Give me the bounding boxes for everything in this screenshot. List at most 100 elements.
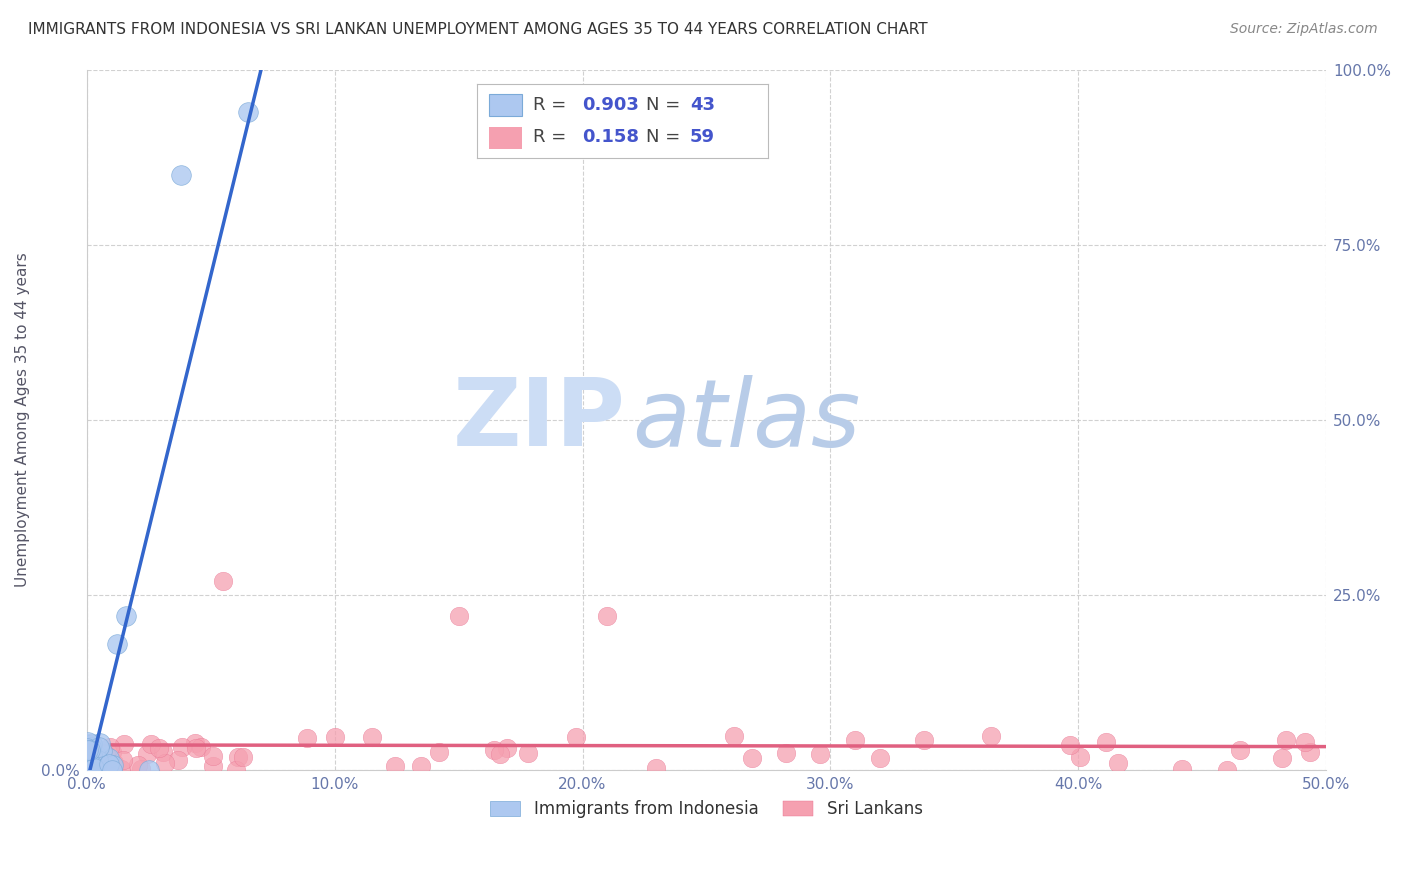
Point: [844, 732, 866, 747]
Point: [183, 736, 205, 750]
Text: Source: ZipAtlas.com: Source: ZipAtlas.com: [1230, 22, 1378, 37]
Point: [76, 740, 98, 755]
Point: [101, 763, 124, 777]
Point: [77, 741, 100, 756]
Point: [76, 756, 98, 770]
Point: [644, 761, 666, 775]
Point: [1294, 735, 1316, 749]
Point: [427, 745, 450, 759]
Point: [360, 730, 382, 744]
Point: [565, 730, 588, 744]
Point: [170, 740, 193, 755]
Point: [86, 759, 108, 773]
Point: [138, 763, 160, 777]
Point: [79, 744, 101, 758]
Point: [1107, 756, 1129, 771]
Point: [1094, 735, 1116, 749]
Point: [97, 757, 120, 772]
Point: [80, 739, 103, 754]
Point: [148, 740, 170, 755]
Point: [1229, 743, 1251, 757]
Point: [869, 750, 891, 764]
Point: [1216, 763, 1239, 777]
Point: [139, 737, 162, 751]
Point: [980, 730, 1002, 744]
Point: [136, 747, 159, 761]
Point: [83, 761, 105, 775]
Point: [79, 743, 101, 757]
Point: [190, 740, 212, 755]
Point: [447, 609, 470, 624]
Point: [77, 737, 100, 751]
Point: [384, 759, 406, 773]
Point: [79, 746, 101, 760]
Point: [103, 756, 125, 770]
Point: [232, 750, 254, 764]
Point: [87, 753, 110, 767]
Point: [101, 745, 124, 759]
Point: [409, 759, 432, 773]
Text: ZIP: ZIP: [453, 374, 626, 466]
Point: [76, 742, 98, 756]
Point: [1059, 739, 1081, 753]
Point: [89, 736, 111, 750]
Point: [76, 747, 98, 762]
Y-axis label: Unemployment Among Ages 35 to 44 years: Unemployment Among Ages 35 to 44 years: [15, 252, 30, 588]
Point: [1170, 762, 1192, 776]
Point: [98, 750, 121, 764]
Point: [79, 756, 101, 770]
Point: [77, 762, 100, 776]
Point: [596, 609, 619, 624]
Point: [488, 747, 510, 762]
Point: [105, 637, 128, 651]
Legend: Immigrants from Indonesia, Sri Lankans: Immigrants from Indonesia, Sri Lankans: [484, 793, 929, 825]
Point: [112, 753, 135, 767]
Point: [77, 738, 100, 752]
Point: [236, 105, 259, 120]
Point: [482, 742, 505, 756]
Point: [517, 746, 540, 760]
Point: [83, 749, 105, 764]
Point: [741, 751, 763, 765]
Point: [153, 756, 176, 771]
Point: [127, 757, 149, 772]
Point: [131, 762, 153, 776]
Point: [76, 741, 98, 756]
Point: [87, 740, 110, 755]
Point: [167, 753, 190, 767]
Point: [83, 762, 105, 776]
Point: [82, 759, 104, 773]
Point: [297, 731, 319, 745]
Point: [84, 748, 107, 763]
Point: [1275, 733, 1298, 747]
Point: [1271, 751, 1294, 765]
Point: [323, 730, 346, 744]
Point: [202, 748, 225, 763]
Point: [82, 747, 104, 762]
Point: [83, 754, 105, 768]
Point: [808, 747, 831, 761]
Point: [184, 740, 207, 755]
Point: [79, 757, 101, 772]
Point: [77, 738, 100, 752]
Text: IMMIGRANTS FROM INDONESIA VS SRI LANKAN UNEMPLOYMENT AMONG AGES 35 TO 44 YEARS C: IMMIGRANTS FROM INDONESIA VS SRI LANKAN …: [28, 22, 928, 37]
Point: [1299, 745, 1322, 759]
Point: [170, 168, 193, 182]
Point: [98, 739, 121, 754]
Point: [79, 752, 101, 766]
Point: [96, 747, 118, 762]
Point: [115, 609, 138, 624]
Point: [77, 754, 100, 768]
Point: [201, 759, 224, 773]
Point: [152, 745, 174, 759]
Point: [112, 738, 135, 752]
Point: [101, 757, 124, 772]
Point: [723, 729, 745, 743]
Point: [77, 755, 100, 769]
Point: [90, 744, 112, 758]
Text: atlas: atlas: [633, 375, 860, 466]
Point: [226, 749, 249, 764]
Point: [86, 760, 108, 774]
Point: [110, 762, 132, 776]
Point: [225, 763, 247, 777]
